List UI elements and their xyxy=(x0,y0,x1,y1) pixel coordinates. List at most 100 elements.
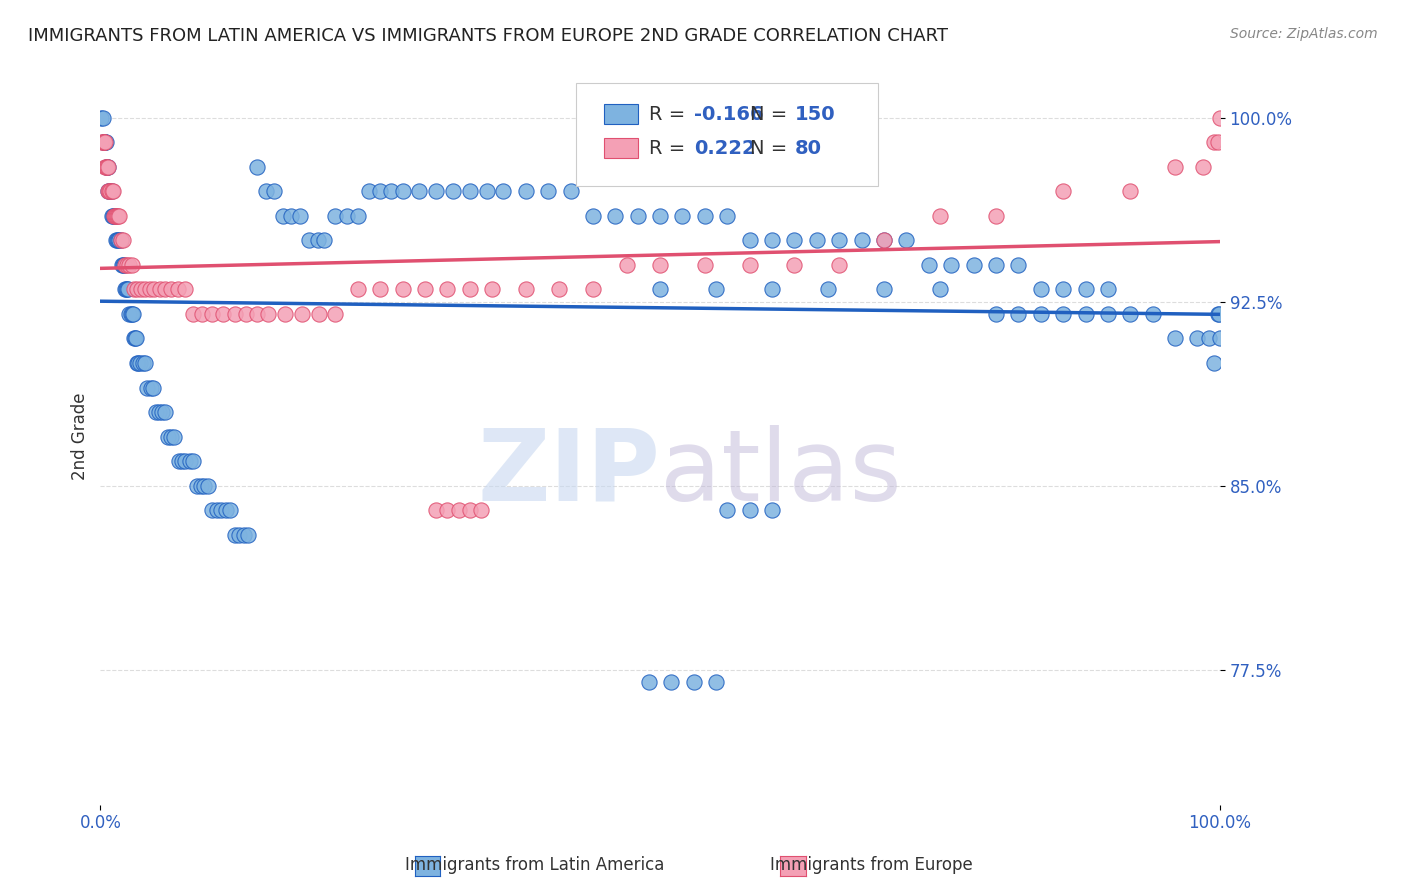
Point xyxy=(470,503,492,517)
Point xyxy=(984,307,1007,321)
Text: ZIP: ZIP xyxy=(477,425,659,522)
Point xyxy=(122,331,145,345)
Point xyxy=(1119,307,1142,321)
Point xyxy=(693,258,716,272)
Text: R =: R = xyxy=(650,105,692,124)
Point xyxy=(280,209,302,223)
Point xyxy=(94,135,117,149)
Point xyxy=(100,209,122,223)
Point xyxy=(224,527,246,541)
Point xyxy=(111,258,134,272)
Point xyxy=(149,282,172,296)
Point xyxy=(761,503,783,517)
Point xyxy=(458,503,481,517)
Point xyxy=(190,478,212,492)
Point xyxy=(122,282,145,296)
Point xyxy=(325,209,347,223)
Point xyxy=(228,527,250,541)
Point xyxy=(90,135,112,149)
Point xyxy=(288,209,311,223)
Text: N =: N = xyxy=(749,105,793,124)
Point xyxy=(738,258,761,272)
Point xyxy=(671,209,693,223)
Point xyxy=(368,184,391,198)
Point xyxy=(582,282,605,296)
Point xyxy=(215,503,238,517)
Point xyxy=(560,184,582,198)
Point xyxy=(101,209,124,223)
Point xyxy=(181,307,204,321)
Point xyxy=(962,258,984,272)
Point xyxy=(929,209,952,223)
Point xyxy=(851,233,873,247)
Point xyxy=(134,282,156,296)
Point xyxy=(1204,135,1226,149)
Point xyxy=(127,356,149,370)
Point xyxy=(408,184,430,198)
Point xyxy=(1007,307,1029,321)
Point xyxy=(1209,111,1232,125)
Point xyxy=(96,160,118,174)
Point xyxy=(93,135,115,149)
Point xyxy=(368,282,391,296)
Point xyxy=(704,675,727,690)
Point xyxy=(873,282,896,296)
Point xyxy=(224,307,246,321)
Point xyxy=(160,429,183,443)
Point xyxy=(246,160,269,174)
Point xyxy=(254,184,277,198)
Point xyxy=(447,503,470,517)
Point xyxy=(1206,135,1229,149)
Text: N =: N = xyxy=(749,139,793,158)
Point xyxy=(103,209,125,223)
Point xyxy=(150,405,173,419)
Point xyxy=(100,184,122,198)
Point xyxy=(205,503,228,517)
Point xyxy=(347,209,370,223)
Point xyxy=(110,233,132,247)
Point xyxy=(148,405,170,419)
Text: atlas: atlas xyxy=(659,425,901,522)
Point xyxy=(347,282,370,296)
Point xyxy=(828,233,851,247)
Point xyxy=(1192,160,1215,174)
Point xyxy=(120,307,142,321)
Point xyxy=(1074,307,1097,321)
Point xyxy=(274,307,297,321)
Point xyxy=(929,282,952,296)
Point xyxy=(156,429,179,443)
FancyBboxPatch shape xyxy=(576,83,879,186)
Point xyxy=(104,209,127,223)
Point xyxy=(128,356,150,370)
Point xyxy=(110,233,132,247)
Point xyxy=(257,307,280,321)
Point xyxy=(1029,282,1052,296)
Point xyxy=(1052,307,1074,321)
Point xyxy=(307,233,329,247)
Point xyxy=(616,258,638,272)
Point xyxy=(94,135,117,149)
Point xyxy=(492,184,515,198)
Point xyxy=(114,282,136,296)
Point xyxy=(100,184,122,198)
Point xyxy=(160,282,183,296)
Point xyxy=(94,160,117,174)
Point xyxy=(1007,258,1029,272)
Point xyxy=(139,380,162,394)
Point xyxy=(984,209,1007,223)
Point xyxy=(391,282,413,296)
Point xyxy=(142,380,165,394)
Point xyxy=(127,356,149,370)
Point xyxy=(124,331,146,345)
Point xyxy=(828,258,851,272)
Point xyxy=(1204,356,1226,370)
FancyBboxPatch shape xyxy=(605,103,638,125)
Point xyxy=(127,282,149,296)
Point xyxy=(155,405,177,419)
Point xyxy=(1097,282,1119,296)
Point xyxy=(97,184,120,198)
Point xyxy=(232,527,254,541)
Point xyxy=(648,282,671,296)
Point xyxy=(111,258,134,272)
Point xyxy=(941,258,963,272)
